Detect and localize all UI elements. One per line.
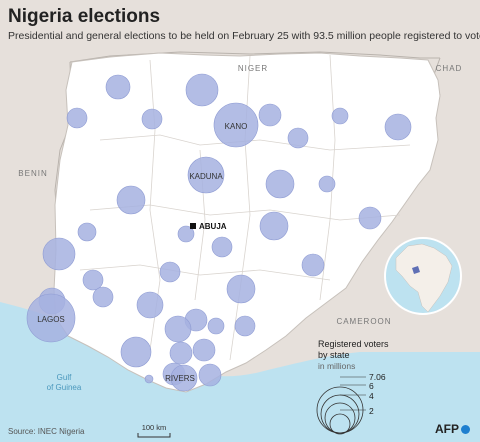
- state-bubble: [318, 175, 336, 193]
- state-bubble: [211, 236, 233, 258]
- africa-locator-inset: [384, 237, 462, 315]
- state-bubble: [77, 222, 97, 242]
- state-bubble: [92, 286, 114, 308]
- state-bubble: [384, 113, 412, 141]
- state-bubble: [207, 317, 225, 335]
- state-bubble: [159, 261, 181, 283]
- state-bubble: [170, 364, 198, 392]
- city-label-abuja: ABUJA: [199, 222, 227, 231]
- legend-circle: [324, 402, 356, 434]
- legend-value-7.06: 7.06: [369, 372, 386, 382]
- afp-logo-text: AFP: [435, 422, 459, 436]
- state-bubble: [66, 107, 88, 129]
- state-bubble: [164, 315, 192, 343]
- sea: [0, 302, 480, 442]
- state-bubble: [265, 169, 295, 199]
- city-label-kano: KANO: [225, 122, 248, 131]
- state-bubble: [42, 237, 76, 271]
- capital-marker-icon: [190, 223, 196, 229]
- legend: Registered voters by state in millions 7…: [316, 339, 389, 435]
- nigeria-highlight-icon: [412, 266, 420, 274]
- afp-logo: AFP: [435, 422, 470, 436]
- state-bubble: [116, 185, 146, 215]
- state-bubbles: [26, 73, 412, 392]
- state-bubble: [331, 107, 349, 125]
- legend-value-6: 6: [369, 381, 374, 391]
- scale-label: 100 km: [142, 423, 167, 432]
- state-bubble: [287, 127, 309, 149]
- source-note: Source: INEC Nigeria: [8, 427, 85, 436]
- state-bubble: [259, 211, 289, 241]
- state-bubble: [226, 274, 256, 304]
- legend-title-line1: Registered voters: [318, 339, 389, 349]
- country-label-chad: CHAD: [436, 64, 463, 73]
- state-bubble: [358, 206, 382, 230]
- state-bubble: [192, 338, 216, 362]
- state-bubble: [177, 225, 195, 243]
- niger-border: [69, 51, 440, 63]
- state-bubble: [258, 103, 282, 127]
- africa-silhouette-icon: [395, 243, 453, 313]
- map-subtitle: Presidential and general elections to be…: [8, 30, 480, 42]
- state-bubble: [213, 102, 259, 148]
- country-label-niger: NIGER: [238, 64, 268, 73]
- city-label-kaduna: KADUNA: [189, 172, 223, 181]
- state-bubble: [185, 73, 219, 107]
- city-label-lagos: LAGOS: [37, 315, 65, 324]
- state-bubble: [187, 156, 225, 194]
- state-bubble: [136, 291, 164, 319]
- state-bubble: [301, 253, 325, 277]
- afp-dot-icon: [461, 425, 470, 435]
- state-bubble: [144, 374, 154, 384]
- state-bubble: [82, 269, 104, 291]
- water-label-gulf: Gulf: [57, 373, 72, 382]
- state-bubble: [26, 293, 76, 343]
- city-label-rivers: RIVERS: [165, 374, 195, 383]
- legend-value-4: 4: [369, 391, 374, 401]
- scale-bar: 100 km: [137, 423, 171, 438]
- legend-value-2: 2: [369, 406, 374, 416]
- state-bubble: [169, 341, 193, 365]
- state-bubble: [141, 108, 163, 130]
- country-label-benin: BENIN: [18, 169, 47, 178]
- country-label-cameroon: CAMEROON: [336, 317, 391, 326]
- state-bubble: [198, 363, 222, 387]
- state-bubble: [234, 315, 256, 337]
- legend-circle: [329, 413, 351, 435]
- legend-title-line2: by state: [318, 350, 350, 360]
- legend-unit: in millions: [318, 361, 355, 371]
- state-bubble: [120, 336, 152, 368]
- map-title: Nigeria elections: [8, 6, 161, 27]
- water-label-of-guinea: of Guinea: [47, 383, 82, 392]
- state-bubble: [105, 74, 131, 100]
